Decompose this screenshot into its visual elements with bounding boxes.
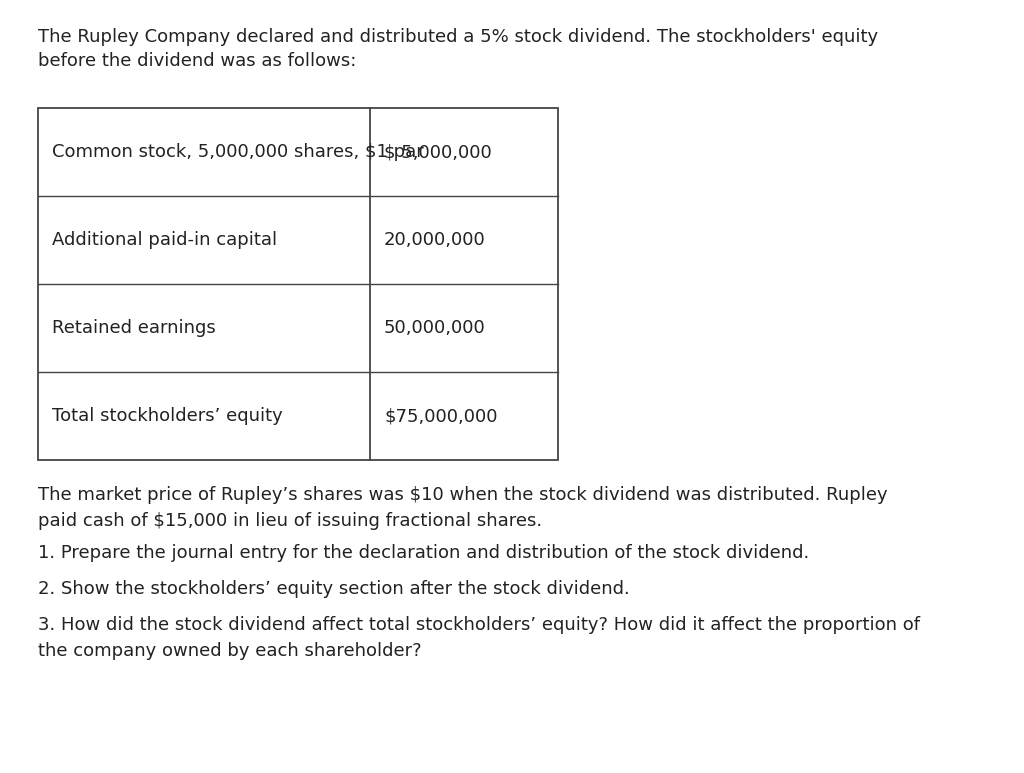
Text: Additional paid-in capital: Additional paid-in capital [52,231,278,249]
Text: before the dividend was as follows:: before the dividend was as follows: [38,52,356,70]
Text: $ 5,000,000: $ 5,000,000 [384,143,492,161]
Text: The market price of Rupley’s shares was $10 when the stock dividend was distribu: The market price of Rupley’s shares was … [38,486,888,530]
Text: 50,000,000: 50,000,000 [384,319,485,337]
Text: 3. How did the stock dividend affect total stockholders’ equity? How did it affe: 3. How did the stock dividend affect tot… [38,616,920,659]
Bar [38,108,558,460]
Text: 1. Prepare the journal entry for the declaration and distribution of the stock d: 1. Prepare the journal entry for the dec… [38,544,809,562]
Text: The Rupley Company declared and distributed a 5% stock dividend. The stockholder: The Rupley Company declared and distribu… [38,28,879,46]
Text: Retained earnings: Retained earnings [52,319,216,337]
Text: 20,000,000: 20,000,000 [384,231,485,249]
Text: 2. Show the stockholders’ equity section after the stock dividend.: 2. Show the stockholders’ equity section… [38,580,630,598]
Text: Common stock, 5,000,000 shares, $1 par: Common stock, 5,000,000 shares, $1 par [52,143,424,161]
Text: Total stockholders’ equity: Total stockholders’ equity [52,407,283,425]
Text: $75,000,000: $75,000,000 [384,407,498,425]
